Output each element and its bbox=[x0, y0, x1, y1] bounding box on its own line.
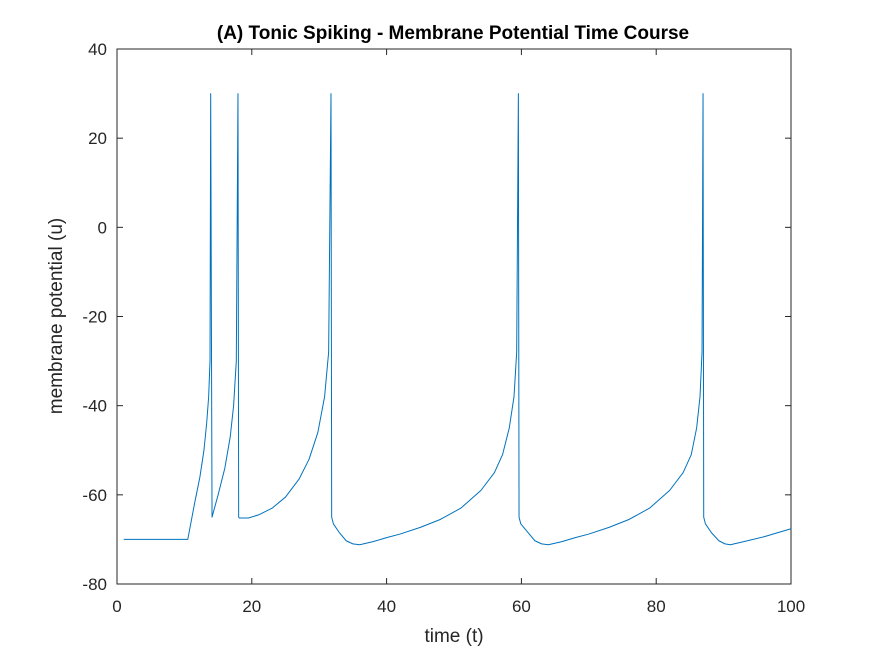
y-tick-label: 20 bbox=[88, 129, 107, 148]
x-axis-label: time (t) bbox=[424, 626, 483, 647]
y-tick-label: -20 bbox=[82, 308, 107, 327]
x-tick-label: 100 bbox=[777, 597, 805, 616]
x-tick-label: 20 bbox=[242, 597, 261, 616]
y-tick-label: -80 bbox=[82, 575, 107, 594]
series-line bbox=[123, 93, 792, 546]
axis-ticks: 0 20 40 60 80 100 -80 -60 -40 -20 0 20 40 bbox=[82, 40, 805, 616]
x-tick-label: 40 bbox=[377, 597, 396, 616]
y-tick-label: 0 bbox=[98, 218, 107, 237]
series-layer bbox=[123, 93, 792, 546]
x-tick-label: 60 bbox=[512, 597, 531, 616]
axes-box bbox=[116, 48, 792, 585]
x-tick-label: 80 bbox=[647, 597, 666, 616]
y-tick-label: -40 bbox=[82, 397, 107, 416]
plot-area: 0 20 40 60 80 100 -80 -60 -40 -20 0 20 40 bbox=[82, 40, 805, 616]
chart-title: (A) Tonic Spiking - Membrane Potential T… bbox=[217, 23, 689, 44]
x-tick-label: 0 bbox=[112, 597, 121, 616]
y-tick-label: -60 bbox=[82, 486, 107, 505]
y-axis-label: membrane potential (u) bbox=[46, 218, 67, 414]
y-tick-label: 40 bbox=[88, 40, 107, 59]
